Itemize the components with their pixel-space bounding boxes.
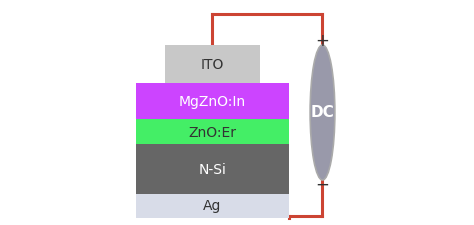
FancyBboxPatch shape — [136, 144, 289, 196]
Text: MgZnO:In: MgZnO:In — [179, 95, 246, 109]
Text: DC: DC — [310, 105, 334, 120]
Text: ITO: ITO — [201, 58, 224, 72]
Text: ZnO:Er: ZnO:Er — [188, 126, 236, 140]
Text: −: − — [316, 176, 329, 194]
Ellipse shape — [310, 45, 335, 180]
Text: +: + — [316, 32, 329, 50]
FancyBboxPatch shape — [136, 83, 289, 122]
Text: N-Si: N-Si — [198, 163, 226, 177]
FancyBboxPatch shape — [165, 45, 259, 86]
FancyBboxPatch shape — [136, 194, 289, 218]
FancyBboxPatch shape — [136, 119, 289, 146]
Text: Ag: Ag — [203, 199, 221, 213]
